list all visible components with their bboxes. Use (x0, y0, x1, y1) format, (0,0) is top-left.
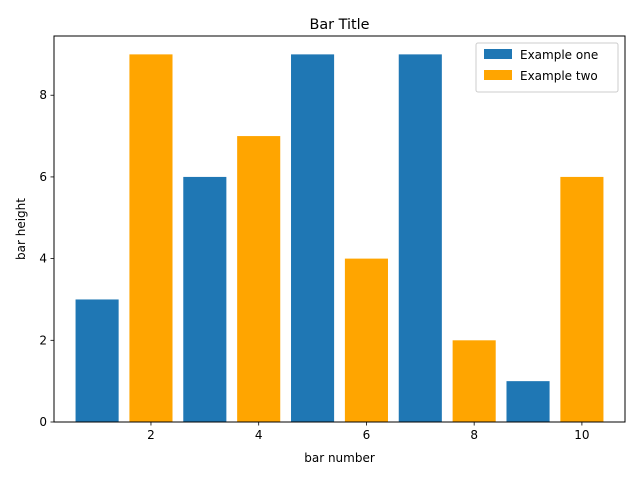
y-axis-label: bar height (14, 198, 28, 260)
legend: Example one Example two (475, 42, 619, 93)
bar-series-1-x-3 (183, 176, 227, 422)
chart-title: Bar Title (309, 17, 369, 33)
bar-series-1-x-9 (506, 381, 550, 422)
bar-series-2-x-4 (237, 136, 281, 422)
y-tick-label: 6 (39, 170, 47, 184)
legend-label-example-two: Example two (520, 69, 598, 83)
plot-frame (53, 35, 626, 423)
bar-series-2-x-8 (452, 340, 496, 422)
x-tick-label: 10 (574, 428, 589, 442)
y-tick-label: 8 (39, 88, 47, 102)
x-axis-label: bar number (304, 451, 375, 465)
x-tick-label: 8 (470, 428, 478, 442)
bars-group (75, 54, 604, 422)
x-tick-label: 2 (147, 428, 155, 442)
y-tick-label: 2 (39, 333, 47, 347)
ticks-group: 2 4 6 8 10 0 2 4 6 8 (39, 88, 589, 442)
bar-series-1-x-7 (398, 54, 442, 422)
legend-label-example-one: Example one (520, 48, 598, 62)
bar-series-2-x-6 (344, 258, 388, 422)
bar-series-2-x-10 (560, 176, 604, 422)
y-tick-label: 0 (39, 415, 47, 429)
x-tick-label: 6 (363, 428, 371, 442)
x-tick-label: 4 (255, 428, 263, 442)
bar-series-2-x-2 (129, 54, 173, 422)
legend-swatch-example-two (484, 70, 512, 80)
bar-series-1-x-5 (291, 54, 335, 422)
legend-swatch-example-one (484, 49, 512, 59)
y-tick-label: 4 (39, 252, 47, 266)
bar-series-1-x-1 (75, 299, 119, 422)
